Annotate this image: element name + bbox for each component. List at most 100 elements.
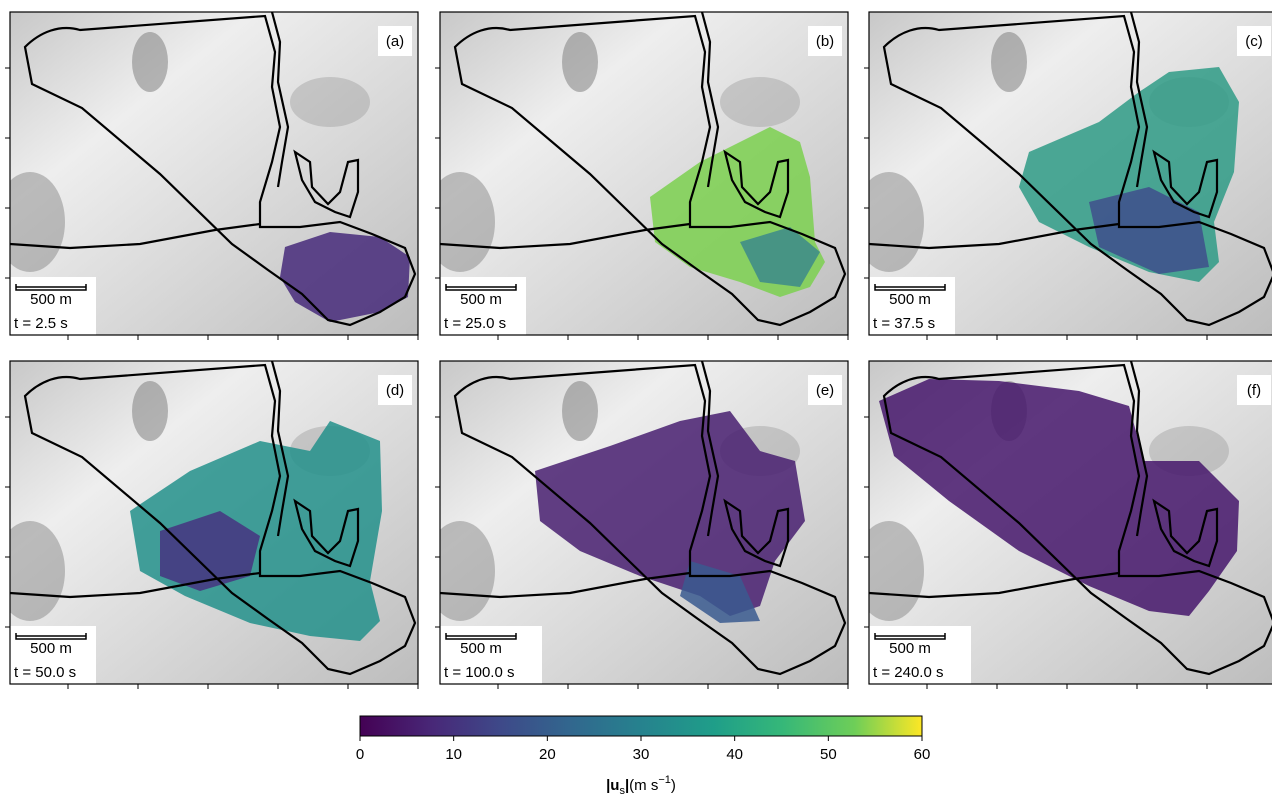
colorbar-tick-label: 20 bbox=[539, 746, 556, 763]
panel-label: (b) bbox=[816, 33, 834, 50]
map-panel: 500 m t = 100.0 s (e) bbox=[435, 360, 849, 689]
flow-extent bbox=[740, 227, 820, 287]
boundary-outline bbox=[293, 149, 360, 219]
map-content: 500 m t = 25.0 s (b) bbox=[440, 12, 848, 335]
boundary-outline bbox=[1129, 361, 1149, 537]
colorbar-tick-label: 40 bbox=[726, 746, 743, 763]
boundary-outline bbox=[882, 14, 1272, 327]
colorbar-tick-label: 10 bbox=[445, 746, 462, 763]
colorbar-tick-label: 0 bbox=[356, 746, 364, 763]
scale-bar bbox=[15, 284, 87, 291]
scale-label: 500 m bbox=[889, 291, 931, 308]
panel-frame bbox=[868, 11, 1272, 336]
panel-label-box bbox=[1237, 375, 1271, 405]
scale-bar bbox=[445, 633, 517, 640]
ridge-shadow bbox=[720, 77, 800, 127]
boundary-outline bbox=[270, 12, 290, 188]
boundary-outline bbox=[453, 363, 847, 676]
map-content: 500 m t = 2.5 s (a) bbox=[10, 12, 418, 335]
boundary-outline bbox=[1152, 498, 1219, 568]
panel-label: (a) bbox=[386, 33, 404, 50]
boundary-outline bbox=[869, 222, 1120, 250]
panel-frame bbox=[439, 11, 849, 336]
panel-frame bbox=[9, 11, 419, 336]
ridge-shadow bbox=[869, 172, 924, 272]
boundary-outline bbox=[723, 498, 790, 568]
map-content: 500 m t = 240.0 s (f) bbox=[869, 361, 1272, 684]
boundary-outline bbox=[23, 363, 417, 676]
boundary-outline bbox=[440, 222, 691, 250]
map-panel: 500 m t = 50.0 s (d) bbox=[5, 360, 419, 689]
colorbar bbox=[359, 715, 923, 737]
boundary-outline bbox=[723, 149, 790, 219]
colorbar-tick-label: 50 bbox=[820, 746, 837, 763]
map-panel: 500 m t = 25.0 s (b) bbox=[435, 11, 849, 340]
scale-label: 500 m bbox=[460, 640, 502, 657]
flow-extent bbox=[535, 411, 805, 616]
panel-label: (f) bbox=[1247, 382, 1261, 399]
flow-extent bbox=[280, 232, 410, 322]
map-content: 500 m t = 100.0 s (e) bbox=[440, 361, 848, 684]
colorbar-label-part: u bbox=[610, 777, 619, 794]
time-label: t = 2.5 s bbox=[14, 315, 68, 332]
ridge-shadow bbox=[132, 381, 168, 441]
scale-label: 500 m bbox=[30, 640, 72, 657]
boundary-outline bbox=[440, 571, 691, 599]
ridge-shadow bbox=[290, 77, 370, 127]
scale-bar bbox=[874, 633, 946, 640]
time-label: t = 25.0 s bbox=[444, 315, 506, 332]
boundary-outline bbox=[10, 571, 261, 599]
map-panel: 500 m t = 240.0 s (f) bbox=[864, 360, 1272, 689]
panel-frame bbox=[439, 360, 849, 685]
boundary-outline bbox=[270, 361, 290, 537]
boundary-outline bbox=[453, 14, 847, 327]
scale-bar bbox=[15, 633, 87, 640]
ridge-shadow bbox=[132, 32, 168, 92]
map-panel: 500 m t = 2.5 s (a) bbox=[5, 11, 419, 340]
time-label: t = 50.0 s bbox=[14, 664, 76, 681]
ridge-shadow bbox=[440, 521, 495, 621]
panel-label: (e) bbox=[816, 382, 834, 399]
panel-label: (d) bbox=[386, 382, 404, 399]
scale-bar bbox=[445, 284, 517, 291]
colorbar-label-part: ) bbox=[671, 777, 676, 794]
ridge-shadow bbox=[562, 381, 598, 441]
panel-label-box bbox=[808, 26, 842, 56]
map-panel: 500 m t = 37.5 s (c) bbox=[864, 11, 1272, 340]
flow-extent bbox=[160, 511, 260, 591]
colorbar-tick-label: 30 bbox=[633, 746, 650, 763]
scale-label: 500 m bbox=[460, 291, 502, 308]
ridge-shadow bbox=[991, 32, 1027, 92]
scale-bar bbox=[874, 284, 946, 291]
boundary-outline bbox=[10, 222, 261, 250]
scale-label: 500 m bbox=[30, 291, 72, 308]
panel-frame bbox=[9, 360, 419, 685]
panel-label-box bbox=[378, 26, 412, 56]
ridge-shadow bbox=[562, 32, 598, 92]
scale-label: 500 m bbox=[889, 640, 931, 657]
boundary-outline bbox=[23, 14, 417, 327]
boundary-outline bbox=[700, 361, 720, 537]
colorbar-label-part: −1 bbox=[658, 774, 671, 786]
boundary-outline bbox=[882, 363, 1272, 676]
time-label: t = 100.0 s bbox=[444, 664, 514, 681]
time-label: t = 240.0 s bbox=[873, 664, 943, 681]
panel-label-box bbox=[1237, 26, 1271, 56]
panel-label: (c) bbox=[1245, 33, 1263, 50]
colorbar-label: |us|(m s−1) bbox=[606, 774, 676, 796]
panel-frame bbox=[868, 360, 1272, 685]
panel-label-box bbox=[378, 375, 412, 405]
panel-label-box bbox=[808, 375, 842, 405]
boundary-outline bbox=[700, 12, 720, 188]
colorbar-label-part: | bbox=[606, 777, 610, 794]
map-content: 500 m t = 50.0 s (d) bbox=[10, 361, 418, 684]
boundary-outline bbox=[869, 571, 1120, 599]
time-label: t = 37.5 s bbox=[873, 315, 935, 332]
map-content: 500 m t = 37.5 s (c) bbox=[869, 12, 1272, 335]
ridge-shadow bbox=[869, 521, 924, 621]
colorbar-label-part: s bbox=[619, 785, 625, 796]
flow-extent bbox=[879, 379, 1239, 616]
colorbar-tick-label: 60 bbox=[914, 746, 931, 763]
colorbar-label-part: | bbox=[625, 777, 629, 794]
